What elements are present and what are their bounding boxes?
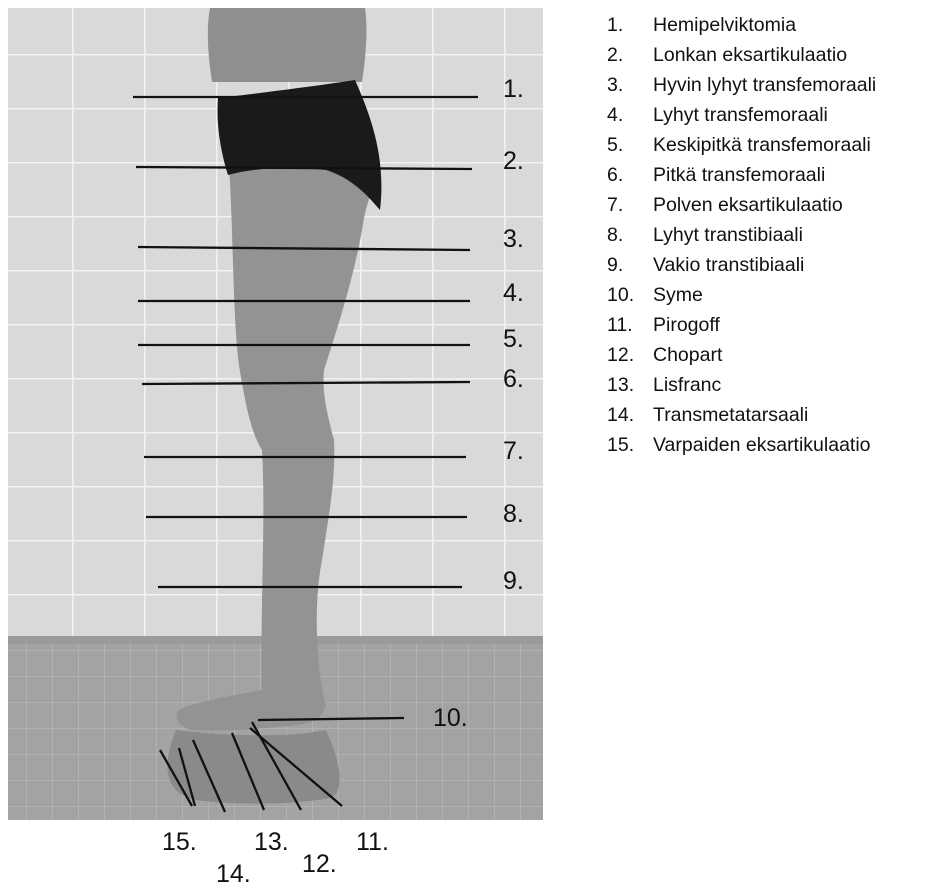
- cut-line-13: [230, 732, 266, 811]
- legend-label: Lisfranc: [653, 374, 722, 396]
- legend-number: 1.: [607, 14, 624, 36]
- cut-line-15b: [177, 747, 197, 807]
- legend-number: 12.: [607, 344, 635, 366]
- legend-number: 15.: [607, 434, 635, 456]
- level-label-1: 1.: [503, 75, 524, 103]
- legend-label: Polven eksartikulaatio: [653, 194, 843, 216]
- cut-line-11: [249, 727, 343, 807]
- legend-number: 5.: [607, 134, 624, 156]
- legend-label: Varpaiden eksartikulaatio: [653, 434, 871, 456]
- legend-item: 4. Lyhyt transfemoraali: [607, 100, 876, 130]
- legend-number: 4.: [607, 104, 624, 126]
- leg: [176, 150, 380, 731]
- level-label-6: 6.: [503, 365, 524, 393]
- legend-label: Chopart: [653, 344, 723, 366]
- legend-label: Vakio transtibiaali: [653, 254, 805, 276]
- legend-label: Lyhyt transfemoraali: [653, 104, 828, 126]
- legend-label: Keskipitkä transfemoraali: [653, 134, 871, 156]
- legend-item: 9. Vakio transtibiaali: [607, 250, 876, 280]
- legend-item: 7. Polven eksartikulaatio: [607, 190, 876, 220]
- cut-lines: [133, 95, 478, 813]
- legend-label: Transmetatarsaali: [653, 404, 809, 426]
- legend-label: Hyvin lyhyt transfemoraali: [653, 74, 877, 96]
- cut-line-3: [137, 245, 471, 252]
- cut-line-6: [141, 380, 471, 386]
- level-label-11: 11.: [356, 828, 389, 856]
- legend-item: 3. Hyvin lyhyt transfemoraali: [607, 70, 876, 100]
- legend-label: Pirogoff: [653, 314, 720, 336]
- legend-item: 15. Varpaiden eksartikulaatio: [607, 430, 876, 460]
- level-label-12: 12.: [302, 850, 337, 878]
- cut-line-12: [250, 721, 303, 811]
- legend-number: 3.: [607, 74, 624, 96]
- legend-number: 6.: [607, 164, 624, 186]
- level-labels: 1. 2. 3. 4. 5. 6. 7. 8. 9. 10. 11. 12. 1…: [162, 75, 524, 886]
- level-label-2: 2.: [503, 147, 524, 175]
- legend-item: 14. Transmetatarsaali: [607, 400, 876, 430]
- legend-list: 1. Hemipelviktomia 2. Lonkan eksartikulaat…: [607, 10, 876, 460]
- foot: [167, 730, 340, 804]
- legend-item: 6. Pitkä transfemoraali: [607, 160, 876, 190]
- level-label-13: 13.: [254, 828, 289, 856]
- legend-number: 10.: [607, 284, 635, 306]
- level-label-3: 3.: [503, 225, 524, 253]
- cut-line-2: [135, 165, 473, 171]
- legend-label: Pitkä transfemoraali: [653, 164, 826, 186]
- level-label-15: 15.: [162, 828, 197, 856]
- legend-number: 8.: [607, 224, 624, 246]
- legend-label: Lyhyt transtibiaali: [653, 224, 803, 246]
- level-label-4: 4.: [503, 279, 524, 307]
- torso: [207, 8, 367, 82]
- legend-number: 7.: [607, 194, 624, 216]
- legend-number: 13.: [607, 374, 635, 396]
- legend-number: 14.: [607, 404, 635, 426]
- legend-item: 8. Lyhyt transtibiaali: [607, 220, 876, 250]
- legend-item: 1. Hemipelviktomia: [607, 10, 876, 40]
- legend-item: 11. Pirogoff: [607, 310, 876, 340]
- legend-label: Syme: [653, 284, 703, 306]
- cut-line-14: [191, 739, 227, 813]
- level-label-8: 8.: [503, 500, 524, 528]
- legend-number: 2.: [607, 44, 624, 66]
- legend-item: 5. Keskipitkä transfemoraali: [607, 130, 876, 160]
- level-label-14: 14.: [216, 860, 251, 886]
- legend-item: 10. Syme: [607, 280, 876, 310]
- legend-label: Hemipelviktomia: [653, 14, 797, 36]
- legend-number: 9.: [607, 254, 624, 276]
- photo: [8, 8, 543, 820]
- legend-number: 11.: [607, 314, 633, 336]
- legend-item: 13. Lisfranc: [607, 370, 876, 400]
- legend-item: 12. Chopart: [607, 340, 876, 370]
- cut-line-15a: [159, 749, 193, 807]
- cut-line-10: [257, 716, 405, 722]
- level-label-9: 9.: [503, 567, 524, 595]
- legend-label: Lonkan eksartikulaatio: [653, 44, 848, 66]
- level-label-5: 5.: [503, 325, 524, 353]
- legend-item: 2. Lonkan eksartikulaatio: [607, 40, 876, 70]
- level-label-10: 10.: [433, 704, 468, 732]
- level-label-7: 7.: [503, 437, 524, 465]
- briefs: [217, 80, 382, 210]
